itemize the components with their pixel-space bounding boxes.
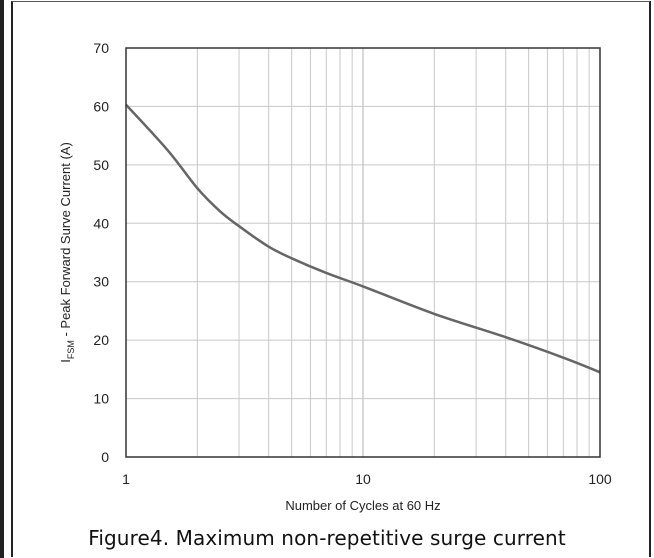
x-axis-label: Number of Cycles at 60 Hz <box>285 498 440 513</box>
x-tick-label: 100 <box>588 471 612 487</box>
figure-caption: Figure4. Maximum non-repetitive surge cu… <box>88 526 566 550</box>
y-axis-label-rest: - Peak Forward Surve Current (A) <box>58 142 73 340</box>
y-axis-label: IFSM - Peak Forward Surve Current (A) <box>58 142 76 363</box>
figure-frame <box>11 1 651 557</box>
series-layer <box>125 103 601 374</box>
x-tick-label: 1 <box>122 471 130 487</box>
grid <box>125 47 601 458</box>
surge-current-chart: 0 10 20 30 40 50 60 70 1 10 100 Number of Cycles a… <box>58 40 612 513</box>
y-tick-label: 50 <box>93 157 109 173</box>
y-tick-label: 30 <box>93 274 109 290</box>
plot-border <box>125 47 601 458</box>
y-axis-label-main: I <box>58 359 73 363</box>
x-tick-label: 10 <box>355 471 371 487</box>
surge-current-curve <box>125 103 601 374</box>
y-axis-label-sub: FSM <box>66 340 76 359</box>
y-tick-label: 0 <box>101 449 109 465</box>
y-tick-label: 20 <box>93 332 109 348</box>
y-tick-label: 40 <box>93 215 109 231</box>
y-tick-label: 60 <box>93 98 109 114</box>
tick-labels: 0 10 20 30 40 50 60 70 1 10 100 <box>93 40 611 487</box>
left-border <box>0 0 4 558</box>
y-tick-label: 70 <box>93 40 109 56</box>
y-tick-label: 10 <box>93 391 109 407</box>
